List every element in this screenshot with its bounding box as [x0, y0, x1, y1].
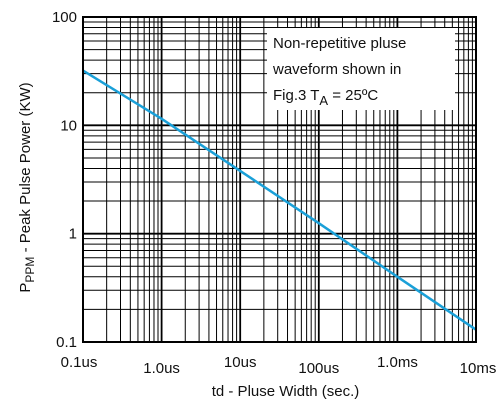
x-tick-label: 1.0ms — [377, 354, 418, 371]
x-tick-label: 1.0us — [143, 360, 180, 377]
annotation-line-3: Fig.3 TA = 25ºC — [273, 87, 378, 108]
x-axis-label: td - Pluse Width (sec.) — [212, 383, 360, 400]
grid-minor — [83, 17, 476, 342]
annotation-line-3-subscript: A — [319, 93, 328, 108]
y-tick-labels: 0.1 1 10 100 — [52, 9, 77, 351]
y-axis-label: PPPM - Peak Pulse Power (KW) — [17, 82, 37, 292]
plot-frame — [82, 16, 477, 343]
x-tick-label: 10us — [224, 354, 257, 371]
y-axis-label-prefix: P — [17, 283, 34, 293]
y-tick-label: 100 — [52, 9, 77, 26]
series-line-0 — [82, 69, 477, 331]
y-axis-label-subscript: PPM — [23, 257, 37, 283]
x-tick-label: 10ms — [460, 360, 497, 377]
x-tick-label: 0.1us — [61, 354, 98, 371]
series-layer — [82, 69, 477, 331]
annotation-line-1: Non-repetitive pluse — [273, 35, 406, 52]
y-tick-label: 1 — [69, 226, 77, 243]
annotation-line-3-suffix: = 25ºC — [328, 87, 378, 104]
annotation-line-3-prefix: Fig.3 T — [273, 87, 319, 104]
x-tick-labels: 0.1us 1.0us 10us 100us 1.0ms 10ms — [61, 354, 497, 377]
y-tick-label: 0.1 — [56, 334, 77, 351]
x-tick-label: 100us — [298, 360, 339, 377]
y-axis-label-rest: - Peak Pulse Power (KW) — [17, 82, 34, 256]
annotation-line-2: waveform shown in — [272, 61, 401, 78]
y-tick-label: 10 — [60, 117, 77, 134]
annotation-box — [267, 28, 455, 110]
